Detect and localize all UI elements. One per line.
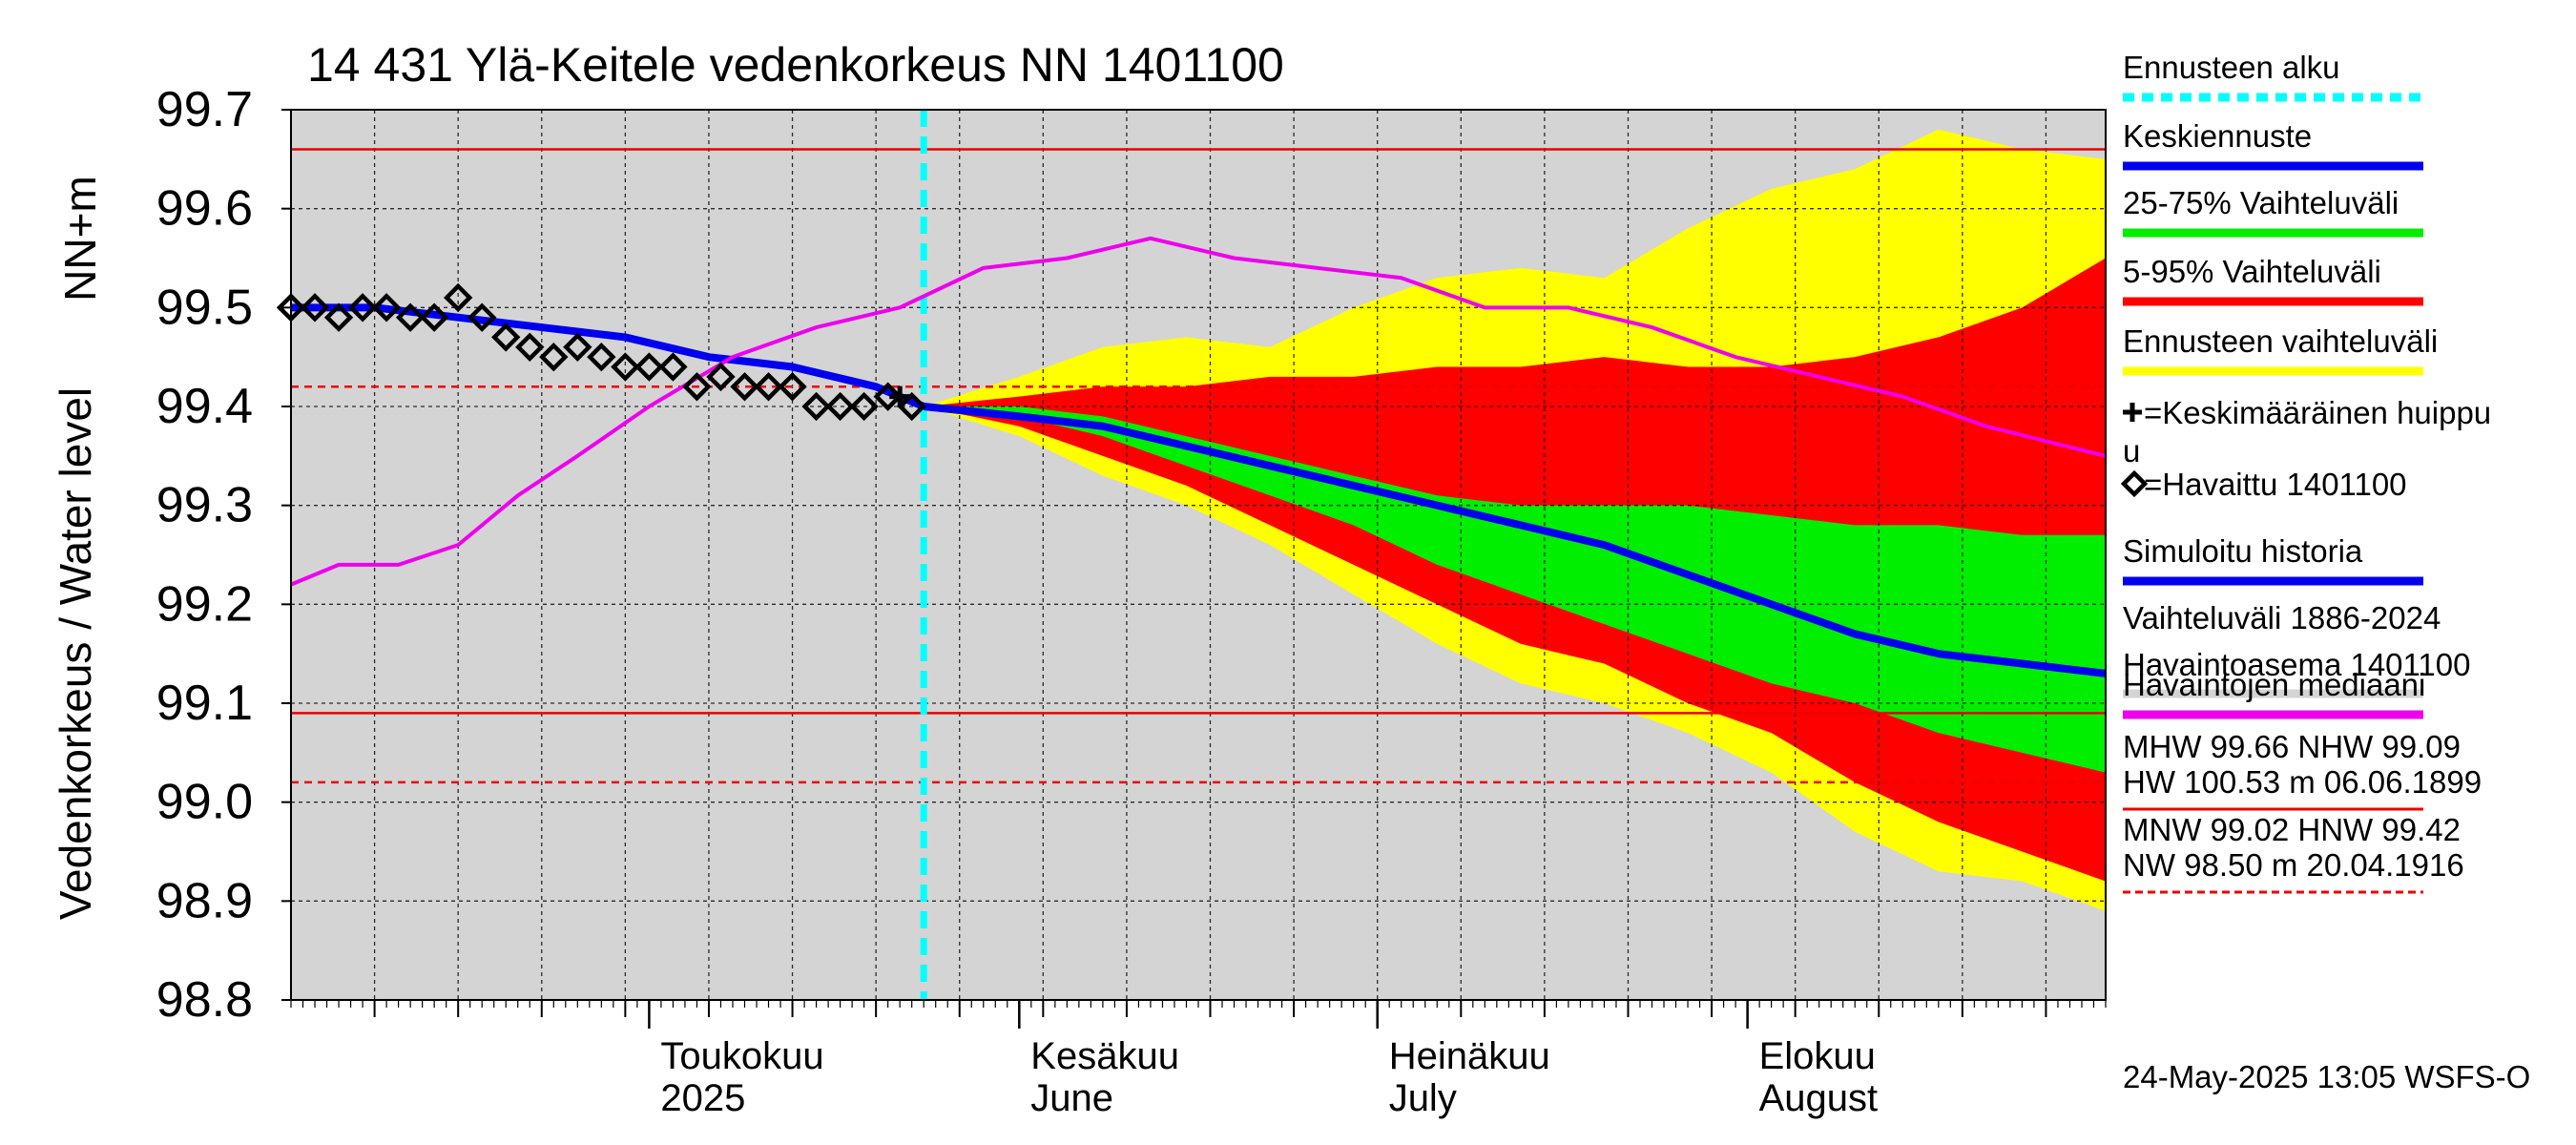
observed-point bbox=[323, 302, 354, 332]
observed-point bbox=[587, 342, 616, 372]
chart-title: 14 431 Ylä-Keitele vedenkorkeus NN 14011… bbox=[307, 38, 1284, 92]
x-tick-label: Heinäkuu bbox=[1389, 1035, 1550, 1077]
observed-point bbox=[897, 391, 926, 422]
observed-point bbox=[778, 372, 807, 402]
y-tick-label: 98.9 bbox=[156, 873, 253, 928]
legend-item: Ennusteen alku bbox=[2123, 50, 2423, 102]
observed-point bbox=[347, 293, 378, 323]
y-tick-label: 99.4 bbox=[156, 379, 253, 434]
observed-point bbox=[873, 382, 903, 411]
x-tick-label: Kesäkuu bbox=[1030, 1035, 1179, 1077]
legend-label: Vaihteluväli 1886-2024 bbox=[2123, 600, 2441, 635]
observed-point bbox=[491, 323, 521, 352]
y-tick-label: 99.3 bbox=[156, 478, 253, 533]
observed-point bbox=[300, 293, 330, 323]
observed-point bbox=[611, 352, 640, 382]
y-tick-label: 99.0 bbox=[156, 775, 253, 830]
y-tick-label: 99.2 bbox=[156, 576, 253, 632]
observed-point bbox=[634, 352, 664, 382]
y-tick-label: 99.6 bbox=[156, 181, 253, 237]
legend-label-wrap: u bbox=[2123, 433, 2140, 468]
y-tick-label: 99.7 bbox=[156, 82, 253, 137]
y-axis-label-unit: NN+m bbox=[55, 176, 105, 302]
legend-item: Ennusteen vaihteluväli bbox=[2123, 323, 2438, 376]
x-tick-label-sub: July bbox=[1389, 1077, 1457, 1119]
x-tick-label-sub: 2025 bbox=[660, 1077, 745, 1119]
threshold-lines bbox=[291, 148, 2106, 784]
observed-point bbox=[395, 302, 426, 332]
x-tick-label: Toukokuu bbox=[660, 1035, 823, 1077]
observed-points bbox=[276, 282, 926, 422]
legend-item: Havaintojen mediaani bbox=[2123, 667, 2425, 719]
legend: Ennusteen alku Keskiennuste 25-75% Vaihtel… bbox=[2120, 50, 2491, 894]
observed-point bbox=[444, 282, 473, 313]
y-axis: 99.7 99.6 99.5 99.4 99.3 99.2 99.1 99.0 98.9 98.8 bbox=[156, 82, 291, 1028]
x-tick-label-sub: June bbox=[1030, 1077, 1113, 1119]
diamond-icon bbox=[2120, 469, 2149, 498]
observed-point bbox=[467, 302, 497, 332]
observed-point bbox=[563, 332, 592, 362]
legend-item: 25-75% Vaihteluväli bbox=[2123, 185, 2423, 238]
plot-area bbox=[276, 109, 2107, 1001]
legend-item: Vaihteluväli 1886-2024 Havaintoasema 140… bbox=[2123, 600, 2470, 698]
stats-line-2: HW 100.53 m 06.06.1899 bbox=[2123, 764, 2482, 800]
observed-point bbox=[682, 372, 712, 402]
observed-point bbox=[849, 391, 879, 422]
footer-timestamp: 24-May-2025 13:05 WSFS-O bbox=[2123, 1059, 2530, 1094]
observed-point bbox=[515, 332, 545, 362]
observed-point bbox=[539, 342, 569, 372]
legend-label: 25-75% Vaihteluväli bbox=[2123, 185, 2399, 220]
observed-point bbox=[706, 362, 736, 392]
observed-point bbox=[754, 372, 783, 402]
series-lines bbox=[290, 110, 2107, 1000]
x-tick-label: Elokuu bbox=[1759, 1035, 1876, 1077]
observed-point bbox=[825, 391, 855, 422]
legend-label: Simuloitu historia bbox=[2123, 533, 2363, 569]
observed-point bbox=[419, 302, 449, 332]
line-simuloitu-historia bbox=[291, 303, 925, 410]
stats-line: MNW 99.02 HNW 99.42 bbox=[2123, 812, 2461, 847]
legend-item: =Havaittu 1401100 bbox=[2120, 467, 2407, 502]
legend-label: =Havaittu 1401100 bbox=[2144, 467, 2407, 502]
y-tick-label: 98.8 bbox=[156, 972, 253, 1028]
observed-point bbox=[371, 293, 402, 323]
legend-label-sub: Havaintoasema 1401100 bbox=[2123, 647, 2470, 682]
observed-point bbox=[801, 391, 831, 422]
legend-item: Keskiennuste bbox=[2123, 118, 2423, 171]
band-25-75-vaihteluv-li bbox=[924, 406, 2106, 773]
legend-label: =Keskimääräinen huippu bbox=[2144, 395, 2491, 430]
line-havaintojen-mediaani bbox=[290, 236, 2107, 587]
legend-label: Ennusteen alku bbox=[2123, 50, 2340, 85]
x-tick-label-sub: August bbox=[1759, 1077, 1879, 1119]
y-axis-label: Vedenkorkeus / Water level bbox=[51, 387, 100, 920]
stats-line: MHW 99.66 NHW 99.09 bbox=[2123, 729, 2461, 764]
observed-point bbox=[730, 372, 759, 402]
legend-item: 5-95% Vaihteluväli bbox=[2123, 254, 2423, 306]
y-tick-label: 99.5 bbox=[156, 280, 253, 335]
legend-label: Havaintojen mediaani bbox=[2123, 667, 2425, 702]
stats-line-2: NW 98.50 m 20.04.1916 bbox=[2123, 847, 2464, 883]
legend-item: Simuloitu historia bbox=[2123, 533, 2423, 586]
legend-label: 5-95% Vaihteluväli bbox=[2123, 254, 2381, 289]
average-peak-marker bbox=[889, 385, 911, 407]
legend-label: Keskiennuste bbox=[2123, 118, 2312, 154]
line-keskiennuste bbox=[923, 403, 2107, 677]
y-tick-label: 99.1 bbox=[156, 676, 253, 731]
observed-point bbox=[658, 352, 688, 382]
legend-label: Ennusteen vaihteluväli bbox=[2123, 323, 2438, 359]
